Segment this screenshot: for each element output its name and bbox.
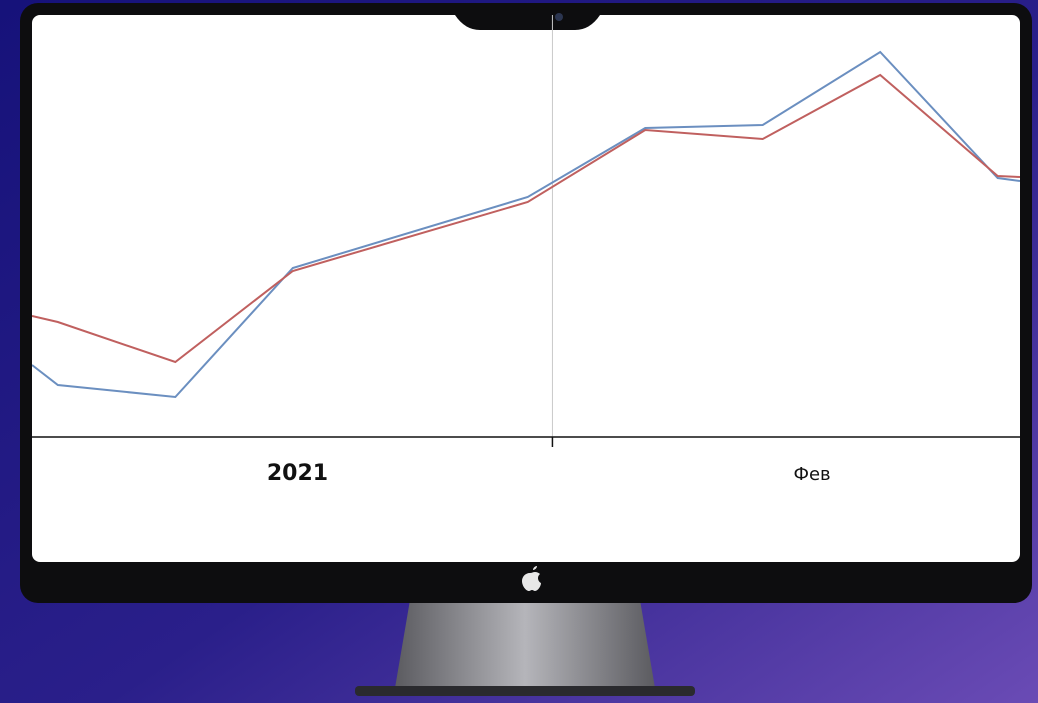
chart: 2021 Фев [32, 15, 1020, 486]
screen [32, 15, 1020, 562]
x-tick-label: 2021 [267, 461, 328, 486]
x-tick-label: Фев [793, 464, 830, 485]
stand [395, 600, 655, 688]
line-series [32, 73, 1020, 364]
line-series [32, 50, 1020, 399]
camera [555, 13, 563, 21]
stand-base [355, 686, 695, 696]
apple-logo [522, 566, 541, 591]
notch [455, 15, 600, 30]
